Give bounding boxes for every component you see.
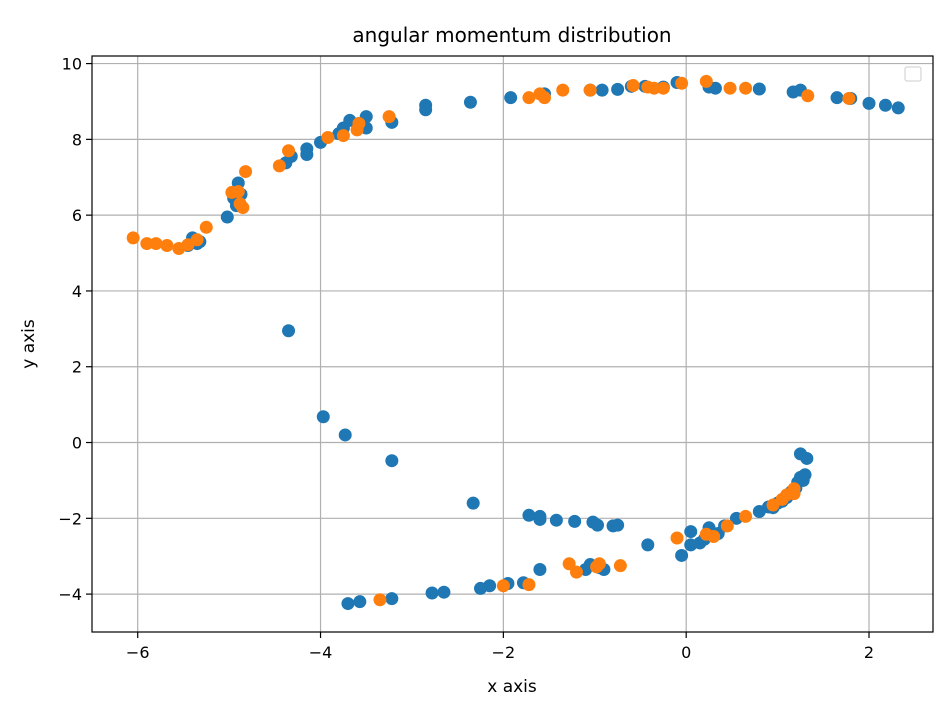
data-point-series-1 (338, 428, 352, 442)
data-point-series-2 (199, 220, 213, 234)
y-tick-label: 6 (72, 206, 82, 225)
data-point-series-1 (800, 451, 814, 465)
data-point-series-1 (752, 82, 766, 96)
y-tick-label: −4 (58, 585, 82, 604)
data-point-series-2 (126, 231, 140, 245)
data-point-series-2 (592, 557, 606, 571)
data-point-series-2 (723, 81, 737, 95)
data-point-series-2 (720, 519, 734, 533)
data-point-series-1 (385, 592, 399, 606)
data-point-series-2 (613, 559, 627, 573)
data-point-series-1 (891, 101, 905, 115)
data-point-series-1 (419, 103, 433, 117)
data-point-series-2 (656, 81, 670, 95)
data-point-series-1 (385, 454, 399, 468)
data-point-series-2 (670, 531, 684, 545)
data-point-series-2 (583, 83, 597, 97)
data-point-series-2 (787, 482, 801, 496)
data-point-series-2 (239, 165, 253, 179)
data-point-series-2 (522, 91, 536, 105)
data-point-series-1 (708, 81, 722, 95)
data-point-series-1 (591, 518, 605, 532)
y-tick-label: 2 (72, 358, 82, 377)
legend-box (904, 66, 922, 82)
data-point-series-1 (611, 518, 625, 532)
data-point-series-2 (352, 116, 366, 130)
data-point-series-2 (537, 91, 551, 105)
data-point-series-1 (316, 410, 330, 424)
data-point-series-1 (522, 508, 536, 522)
data-point-series-2 (496, 579, 510, 593)
data-point-series-1 (474, 581, 488, 595)
data-point-series-2 (149, 237, 163, 251)
data-point-series-2 (373, 593, 387, 607)
data-point-series-2 (236, 201, 250, 215)
data-point-series-2 (336, 129, 350, 143)
x-tick-label: 2 (864, 643, 874, 662)
grid-lines (92, 56, 933, 632)
data-point-series-2 (190, 233, 204, 247)
data-point-series-1 (830, 91, 844, 105)
data-point-series-2 (556, 83, 570, 97)
data-point-series-2 (647, 81, 661, 95)
data-point-series-1 (533, 512, 547, 526)
data-point-series-2 (675, 76, 689, 90)
y-tick-label: 0 (72, 434, 82, 453)
data-point-series-2 (382, 110, 396, 124)
data-point-series-1 (533, 562, 547, 576)
data-point-series-1 (437, 585, 451, 599)
x-tick-label: −2 (492, 643, 516, 662)
data-point-series-1 (595, 83, 609, 97)
data-point-series-2 (562, 557, 576, 571)
data-point-series-2 (522, 578, 536, 592)
data-point-series-1 (504, 91, 518, 105)
data-point-series-1 (220, 210, 234, 224)
data-point-series-1 (353, 595, 367, 609)
data-point-series-1 (862, 96, 876, 110)
y-tick-label: 10 (62, 55, 82, 74)
data-point-series-1 (549, 513, 563, 527)
data-point-series-2 (569, 565, 583, 579)
data-point-series-1 (300, 148, 314, 162)
data-point-series-2 (231, 185, 245, 199)
data-point-series-2 (160, 238, 174, 252)
data-point-series-1 (798, 468, 812, 482)
data-point-series-2 (140, 237, 154, 251)
x-tick-label: −6 (126, 643, 150, 662)
data-point-series-1 (675, 548, 689, 562)
data-point-series-2 (707, 530, 721, 544)
data-point-series-1 (425, 586, 439, 600)
y-axis-label: y axis (19, 319, 39, 369)
x-tick-label: −4 (309, 643, 333, 662)
data-points (126, 74, 905, 611)
data-point-series-2 (699, 74, 713, 88)
data-point-series-1 (611, 82, 625, 96)
data-point-series-2 (739, 509, 753, 523)
data-point-series-2 (739, 81, 753, 95)
data-point-series-1 (341, 597, 355, 611)
y-tick-label: −2 (58, 509, 82, 528)
data-point-series-2 (272, 159, 286, 173)
data-point-series-2 (842, 91, 856, 105)
y-tick-label: 8 (72, 130, 82, 149)
data-point-series-1 (684, 525, 698, 539)
data-point-series-1 (463, 95, 477, 109)
y-tick-label: 4 (72, 282, 82, 301)
data-point-series-1 (878, 98, 892, 112)
x-axis-label: x axis (487, 677, 537, 697)
data-point-series-2 (321, 130, 335, 144)
data-point-series-1 (282, 324, 296, 338)
data-point-series-2 (626, 79, 640, 93)
data-point-series-1 (641, 538, 655, 552)
plot-frame (91, 55, 934, 633)
x-tick-label: 0 (681, 643, 691, 662)
data-point-series-1 (568, 514, 582, 528)
chart-title: angular momentum distribution (352, 23, 671, 47)
data-point-series-1 (466, 496, 480, 510)
data-point-series-2 (282, 144, 296, 158)
data-point-series-2 (801, 89, 815, 103)
axis-ticks: −6 −4 −2 0 2 −4 −2 0 2 4 6 8 10 (58, 55, 874, 662)
